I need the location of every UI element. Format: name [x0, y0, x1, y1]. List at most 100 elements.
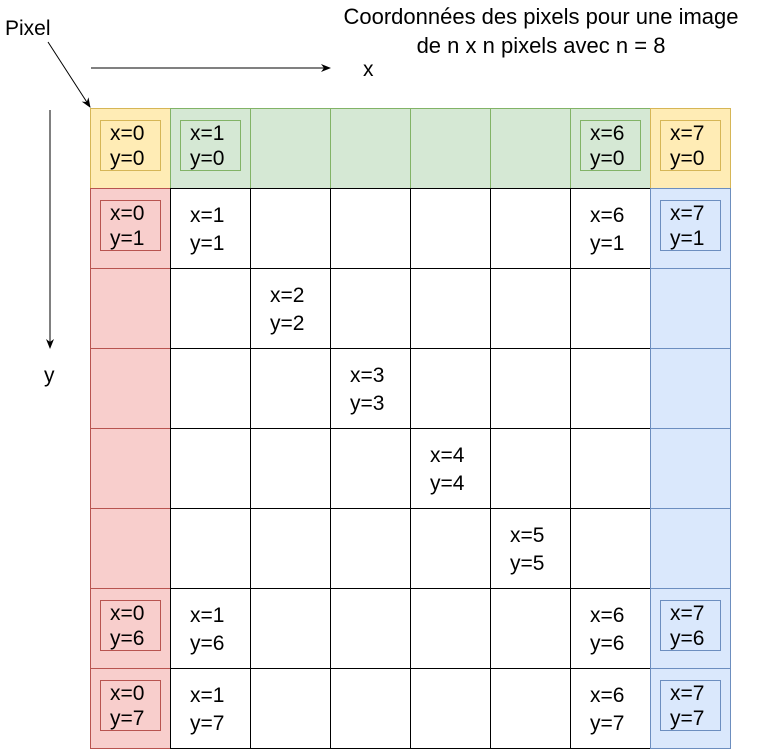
pixel-cell — [330, 668, 411, 749]
pixel-coordinate: x=0 y=1 — [100, 200, 161, 251]
coord-y: y=6 — [590, 632, 625, 655]
pixel-cell — [570, 428, 651, 509]
coord-y: y=1 — [590, 232, 625, 255]
x-axis-label: x — [363, 58, 374, 81]
pixel-cell — [250, 188, 331, 269]
pixel-cell — [490, 188, 571, 269]
coord-y: y=0 — [670, 147, 705, 170]
coord-y: y=7 — [590, 712, 625, 735]
title-line-2: de n x n pixels avec n = 8 — [416, 33, 666, 58]
coord-y: y=7 — [670, 707, 705, 730]
coord-x: x=7 — [670, 202, 705, 225]
coord-x: x=1 — [190, 204, 225, 227]
pixel-cell — [90, 428, 171, 509]
coord-y: y=3 — [350, 392, 385, 415]
pixel-coordinate: x=6 y=1 — [590, 202, 624, 258]
coord-y: y=1 — [190, 232, 225, 255]
pixel-cell — [170, 668, 251, 749]
coord-y: y=4 — [430, 472, 465, 495]
pixel-cell — [410, 348, 491, 429]
pixel-cell — [650, 348, 731, 429]
pixel-cell — [170, 428, 251, 509]
coord-y: y=0 — [190, 147, 225, 170]
pixel-coordinate: x=2 y=2 — [270, 282, 304, 338]
pixel-cell — [490, 108, 571, 189]
coord-x: x=5 — [510, 524, 545, 547]
pixel-cell — [650, 508, 731, 589]
coord-x: x=3 — [350, 364, 385, 387]
coord-x: x=6 — [590, 604, 625, 627]
pixel-cell — [570, 188, 651, 269]
coord-y: y=5 — [510, 552, 545, 575]
pixel-cell — [330, 108, 411, 189]
coord-y: y=0 — [110, 147, 145, 170]
coord-y: y=6 — [670, 627, 705, 650]
title-line-1: Coordonnées des pixels pour une image — [343, 4, 739, 29]
diagram-title: Coordonnées des pixels pour une image de… — [318, 2, 764, 60]
coord-x: x=0 — [110, 682, 145, 705]
pixel-cell — [330, 428, 411, 509]
pixel-coordinate: x=0 y=6 — [100, 600, 161, 651]
coord-x: x=1 — [190, 604, 225, 627]
pixel-cell — [250, 588, 331, 669]
pixel-label: Pixel — [5, 17, 51, 40]
coord-y: y=1 — [110, 227, 145, 250]
coord-y: y=1 — [670, 227, 705, 250]
coord-x: x=6 — [590, 204, 625, 227]
coord-x: x=1 — [190, 684, 225, 707]
pixel-cell — [330, 348, 411, 429]
pixel-cell — [650, 268, 731, 349]
pixel-cell — [90, 108, 171, 189]
pixel-cell — [410, 108, 491, 189]
pixel-cell — [570, 588, 651, 669]
pixel-coordinate: x=4 y=4 — [430, 442, 464, 498]
pixel-coordinate: x=6 y=0 — [580, 120, 641, 171]
pixel-cell — [250, 428, 331, 509]
coord-x: x=6 — [590, 122, 625, 145]
pixel-cell — [250, 508, 331, 589]
pixel-cell — [490, 348, 571, 429]
pixel-coordinate: x=7 y=6 — [660, 600, 721, 651]
pixel-cell — [90, 348, 171, 429]
pixel-cell — [90, 268, 171, 349]
coord-x: x=2 — [270, 284, 305, 307]
pixel-cell — [570, 268, 651, 349]
pixel-cell — [410, 588, 491, 669]
pixel-cell — [90, 588, 171, 669]
pixel-cell — [490, 268, 571, 349]
pixel-coordinate: x=6 y=7 — [590, 682, 624, 738]
coord-x: x=7 — [670, 122, 705, 145]
pixel-cell — [90, 508, 171, 589]
pixel-cell — [170, 348, 251, 429]
pixel-cell — [570, 508, 651, 589]
coord-x: x=6 — [590, 684, 625, 707]
pixel-cell — [570, 668, 651, 749]
coord-y: y=7 — [110, 707, 145, 730]
pixel-coordinate: x=1 y=0 — [180, 120, 241, 171]
pixel-coordinate: x=0 y=7 — [100, 680, 161, 731]
pixel-cell — [650, 588, 731, 669]
y-axis-label: y — [44, 364, 55, 387]
pixel-cell — [650, 188, 731, 269]
pixel-cell — [170, 508, 251, 589]
pixel-cell — [170, 268, 251, 349]
pixel-cell — [250, 268, 331, 349]
pixel-cell — [330, 508, 411, 589]
pixel-coordinate: x=0 y=0 — [100, 120, 161, 171]
pixel-cell — [650, 428, 731, 509]
coord-x: x=0 — [110, 122, 145, 145]
pixel-coordinate: x=7 y=0 — [660, 120, 721, 171]
pixel-cell — [410, 268, 491, 349]
pixel-cell — [650, 108, 731, 189]
pixel-cell — [170, 108, 251, 189]
pixel-cell — [490, 428, 571, 509]
pixel-coordinate: x=1 y=7 — [190, 682, 224, 738]
pixel-cell — [490, 588, 571, 669]
pixel-coordinate: x=6 y=6 — [590, 602, 624, 658]
pixel-cell — [170, 188, 251, 269]
coord-x: x=1 — [190, 122, 225, 145]
pixel-coordinate: x=7 y=7 — [660, 680, 721, 731]
coord-x: x=4 — [430, 444, 465, 467]
pixel-cell — [410, 508, 491, 589]
coord-x: x=0 — [110, 602, 145, 625]
